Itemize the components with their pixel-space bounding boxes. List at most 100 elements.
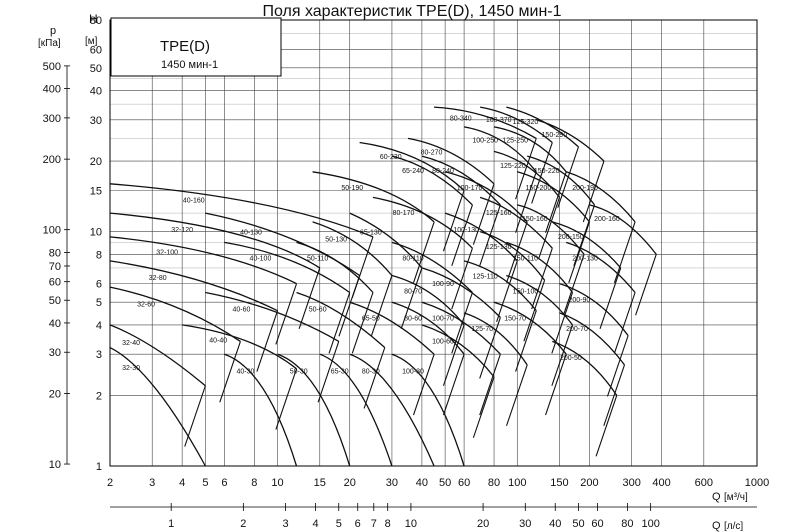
y-tick-label-m: 20 bbox=[90, 156, 102, 168]
curve-boundary bbox=[442, 190, 465, 252]
curve-line bbox=[391, 155, 473, 206]
curve-label: 80-340 bbox=[450, 116, 472, 123]
curve-boundary bbox=[515, 138, 537, 200]
curve-label: 65-240 bbox=[402, 168, 424, 175]
x-tick-label-ls: 50 bbox=[572, 518, 584, 530]
curve-boundary bbox=[317, 341, 340, 403]
curve-boundary bbox=[613, 221, 636, 283]
curve-label: 80-170 bbox=[393, 210, 415, 217]
curve-label: 100-90 bbox=[432, 281, 454, 288]
curve-label: 150-100 bbox=[513, 288, 539, 295]
legend-speed: 1450 мин-1 bbox=[161, 59, 218, 71]
curve-line bbox=[109, 286, 241, 342]
curve-boundary bbox=[595, 395, 618, 457]
curve-boundary bbox=[412, 354, 435, 416]
curve-boundary bbox=[338, 275, 361, 337]
curve-label: 125-160 bbox=[486, 210, 512, 217]
x-tick-label-ls: 5 bbox=[336, 518, 342, 530]
curve-label: 200-190 bbox=[572, 185, 598, 192]
curve-label: 40-30 bbox=[237, 368, 255, 375]
curve-label: 40-60 bbox=[233, 306, 251, 313]
y-tick-label-m: 5 bbox=[96, 297, 102, 309]
curve-line bbox=[506, 241, 574, 293]
curve-label: 65-50 bbox=[362, 316, 380, 323]
legend-name: TPE(D) bbox=[160, 38, 210, 55]
curve-label: 125-130 bbox=[486, 244, 512, 251]
curve-label: 100-170 bbox=[457, 185, 483, 192]
curve-label: 40-160 bbox=[183, 198, 205, 205]
curve-line bbox=[109, 260, 278, 312]
y-tick-label-kpa: 400 bbox=[43, 84, 61, 96]
x-label-ls: Q bbox=[712, 520, 721, 532]
plot-frame bbox=[109, 19, 758, 467]
y-tick-label-kpa: 50 bbox=[49, 295, 61, 307]
x-tick-label-m3h: 2 bbox=[107, 477, 113, 489]
curve-label: 100-30 bbox=[402, 368, 424, 375]
curve-line bbox=[205, 291, 340, 342]
curve-boundary bbox=[184, 385, 206, 447]
curve-label: 40-130 bbox=[240, 229, 262, 236]
y-tick-label-kpa: 60 bbox=[49, 277, 61, 289]
curve-line bbox=[566, 171, 636, 223]
x-tick-label-m3h: 60 bbox=[458, 477, 470, 489]
axes: 1234568101520304050608010203040506070801… bbox=[43, 15, 770, 530]
x-tick-label-ls: 100 bbox=[641, 518, 659, 530]
y-label-p: p bbox=[50, 25, 56, 37]
x-tick-label-ls: 2 bbox=[240, 518, 246, 530]
curve-label: 200-50 bbox=[560, 355, 582, 362]
curve-line bbox=[552, 221, 622, 269]
curve-label: 32-100 bbox=[156, 250, 178, 257]
curve-line bbox=[493, 150, 561, 198]
y-tick-label-m: 15 bbox=[90, 185, 102, 197]
x-tick-label-ls: 6 bbox=[355, 518, 361, 530]
curve-label: 200-90 bbox=[569, 297, 591, 304]
curve-boundary bbox=[219, 341, 241, 403]
curve-boundary bbox=[562, 254, 585, 316]
curve-line bbox=[444, 212, 518, 262]
curve-line bbox=[349, 353, 435, 467]
curve-boundary bbox=[442, 354, 465, 416]
x-tick-label-ls: 30 bbox=[519, 518, 531, 530]
x-unit-ls: [л/с] bbox=[724, 521, 743, 532]
curve-line bbox=[434, 106, 537, 139]
curve-line bbox=[391, 353, 465, 467]
x-tick-label-m3h: 10 bbox=[271, 477, 283, 489]
curve-label: 32-80 bbox=[149, 275, 167, 282]
x-tick-label-m3h: 50 bbox=[439, 477, 451, 489]
x-tick-label-m3h: 5 bbox=[202, 477, 208, 489]
curve-boundary bbox=[275, 368, 298, 430]
curve-boundary bbox=[603, 364, 625, 426]
curve-label: 125-110 bbox=[473, 274, 498, 281]
curve-label: 80-60 bbox=[404, 316, 422, 323]
x-tick-label-m3h: 400 bbox=[652, 477, 670, 489]
legend: TPE(D) 1450 мин-1 bbox=[110, 17, 282, 77]
curve-label: 200-160 bbox=[594, 216, 620, 223]
x-tick-label-ls: 1 bbox=[168, 518, 174, 530]
curve-line bbox=[479, 106, 553, 143]
x-tick-label-ls: 7 bbox=[371, 518, 377, 530]
y-tick-label-kpa: 30 bbox=[49, 347, 61, 359]
curve-boundary bbox=[256, 310, 279, 372]
x-tick-label-m3h: 1000 bbox=[745, 477, 769, 489]
curve-line bbox=[109, 183, 374, 238]
curve-boundary bbox=[400, 267, 423, 329]
y-tick-label-m: 6 bbox=[96, 279, 102, 291]
curve-label: 125-70 bbox=[471, 326, 493, 333]
x-tick-label-ls: 60 bbox=[591, 518, 603, 530]
curve-line bbox=[391, 274, 465, 326]
curve-line bbox=[224, 353, 298, 467]
curve-label: 100-60 bbox=[432, 339, 454, 346]
x-tick-label-m3h: 80 bbox=[488, 477, 500, 489]
x-tick-label-ls: 40 bbox=[549, 518, 561, 530]
grid bbox=[109, 19, 758, 467]
curve-line bbox=[182, 324, 297, 370]
curve-boundary bbox=[635, 254, 657, 316]
curve-line bbox=[296, 291, 386, 349]
curve-label: 150-290 bbox=[542, 132, 568, 139]
chart-title: Поля характеристик TPE(D), 1450 мин-1 bbox=[262, 3, 561, 20]
curve-line bbox=[349, 212, 423, 269]
curve-boundary bbox=[479, 354, 501, 416]
y-tick-label-kpa: 500 bbox=[43, 61, 61, 73]
curve-line bbox=[506, 274, 574, 326]
